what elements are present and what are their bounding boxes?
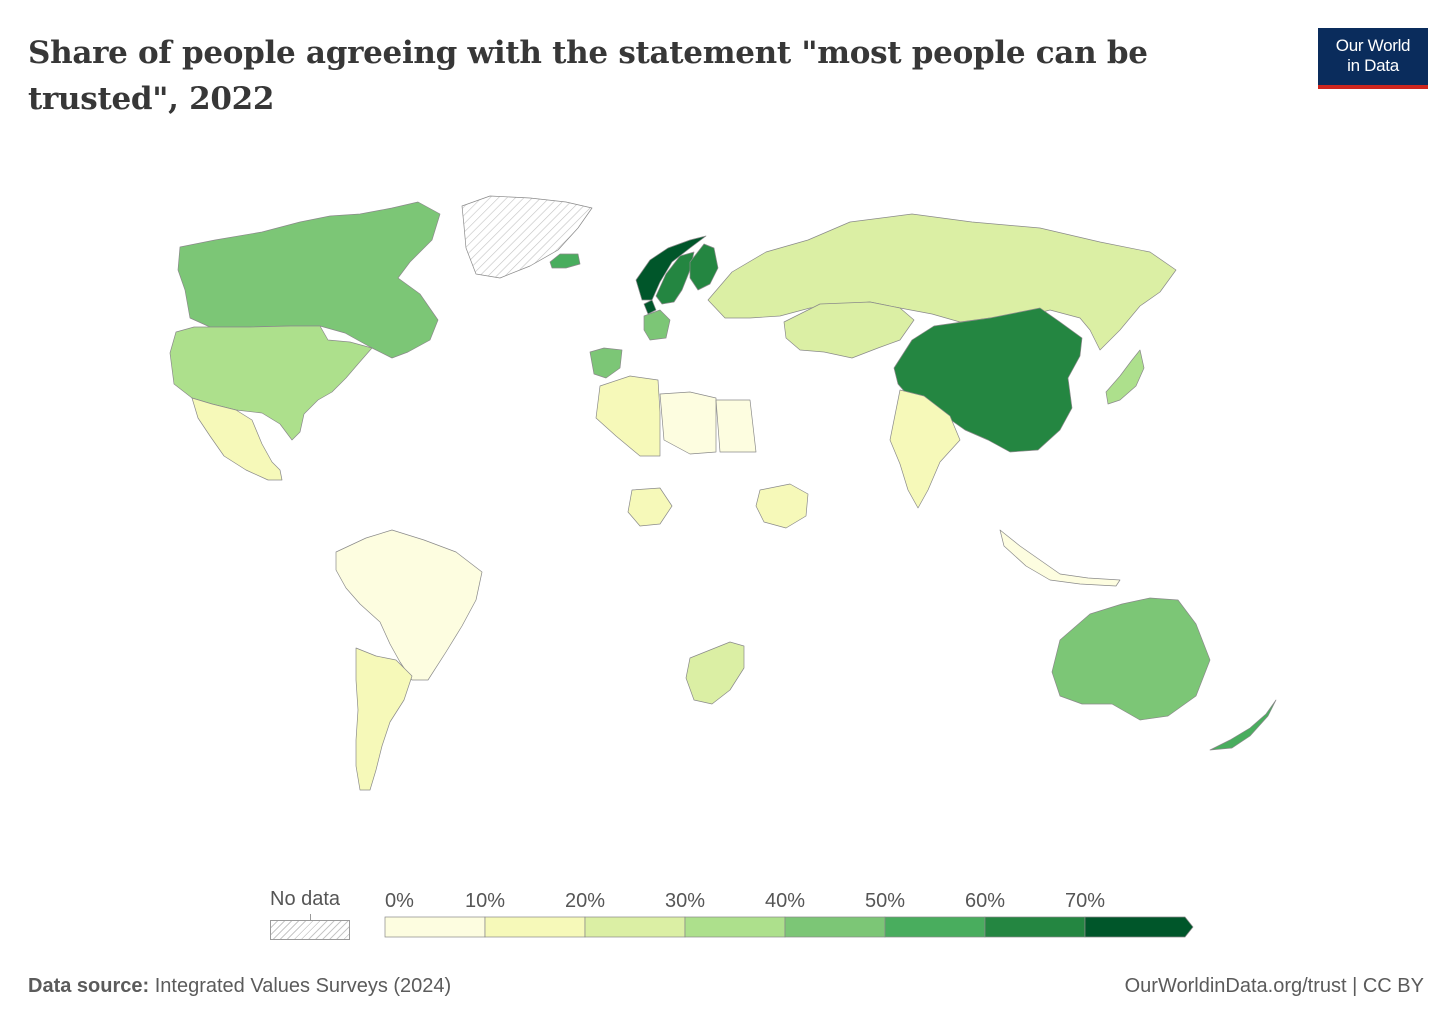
legend-bin[interactable] — [1084, 916, 1194, 938]
data-source-label: Data source: — [28, 975, 150, 997]
legend-tick-label: 70% — [1065, 890, 1105, 912]
country-norway[interactable]: Norway — [635, 235, 707, 301]
country-nigeria[interactable]: Nigeria — [627, 487, 673, 527]
world-map: CanadaUnited StatesMexicoBrazilArgentina… — [169, 195, 1277, 791]
legend-bin[interactable] — [984, 916, 1086, 938]
legend-bin[interactable] — [384, 916, 486, 938]
country-united-states[interactable]: United States — [169, 325, 373, 441]
legend-tick-label: 30% — [665, 890, 705, 912]
country-germany[interactable]: Germany — [643, 309, 671, 341]
country-japan[interactable]: Japan — [1105, 349, 1145, 405]
legend-bin[interactable] — [584, 916, 686, 938]
country-argentina[interactable]: Argentina — [355, 647, 413, 791]
legend-bin[interactable] — [684, 916, 786, 938]
logo-line-2: in Data — [1347, 56, 1399, 75]
country-finland[interactable]: Finland — [689, 243, 719, 291]
country-greenland[interactable]: Greenland — [461, 195, 593, 279]
country-australia[interactable]: Australia — [1051, 597, 1211, 721]
legend-tick-label: 10% — [465, 890, 505, 912]
logo-line-1: Our World — [1335, 36, 1411, 55]
country-egypt[interactable]: Egypt — [715, 399, 757, 453]
country-denmark[interactable]: Denmark — [643, 299, 657, 315]
color-legend: 0% 10% 20% 30% 40% 50% 60% 70% — [384, 890, 1194, 938]
legend-tick-label: 50% — [865, 890, 905, 912]
legend-tick-label: 40% — [765, 890, 805, 912]
country-mexico[interactable]: Mexico — [191, 397, 283, 481]
no-data-tick — [310, 914, 311, 920]
data-source: Data source: Integrated Values Surveys (… — [28, 975, 451, 998]
country-algeria[interactable]: Algeria — [595, 375, 661, 457]
legend-bin[interactable] — [884, 916, 986, 938]
country-kazakhstan[interactable]: Kazakhstan — [783, 301, 915, 359]
owid-logo[interactable]: Our World in Data — [1318, 28, 1428, 89]
country-new-zealand[interactable]: New Zealand — [1209, 699, 1277, 751]
country-ethiopia[interactable]: Ethiopia — [755, 483, 809, 529]
legend-bin[interactable] — [784, 916, 886, 938]
data-source-text[interactable]: Integrated Values Surveys (2024) — [154, 975, 452, 997]
legend-bin[interactable] — [484, 916, 586, 938]
no-data-swatch — [270, 920, 350, 940]
country-india[interactable]: India — [889, 389, 961, 509]
legend-tick-label: 0% — [385, 890, 414, 912]
country-libya[interactable]: Libya — [659, 391, 717, 455]
legend-tick-label: 20% — [565, 890, 605, 912]
chart-title: Share of people agreeing with the statem… — [28, 35, 1148, 117]
country-iceland[interactable]: Iceland — [549, 253, 581, 269]
footer-credit[interactable]: OurWorldinData.org/trust | CC BY — [1124, 975, 1424, 997]
no-data-label: No data — [270, 888, 341, 910]
country-south-africa[interactable]: South Africa — [685, 641, 745, 705]
country-indonesia[interactable]: Indonesia — [999, 529, 1121, 587]
country-spain[interactable]: Spain — [589, 347, 623, 379]
country-brazil[interactable]: Brazil — [335, 529, 483, 681]
legend-tick-label: 60% — [965, 890, 1005, 912]
